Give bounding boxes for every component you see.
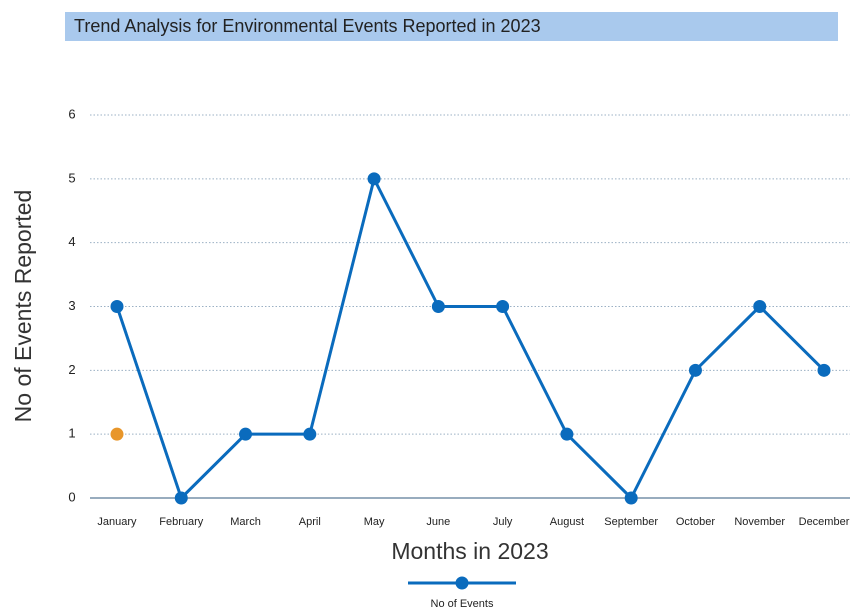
data-point	[753, 300, 767, 313]
data-point	[110, 427, 124, 441]
y-axis-label: No of Events Reported	[10, 190, 36, 423]
x-tick-label: January	[97, 516, 137, 528]
x-tick-label: May	[364, 516, 385, 528]
series-line	[115, 177, 826, 500]
data-point	[624, 491, 638, 505]
data-point	[303, 427, 317, 441]
x-tick-label: June	[426, 516, 450, 528]
x-tick-label: October	[676, 516, 715, 528]
title-bar	[65, 12, 838, 41]
x-tick-label: November	[734, 516, 785, 528]
y-tick-label: 6	[68, 106, 75, 121]
y-tick-label: 1	[68, 426, 75, 441]
chart-title: Trend Analysis for Environmental Events …	[74, 16, 541, 36]
data-point	[367, 172, 381, 186]
x-tick-label: February	[159, 516, 204, 528]
data-point	[817, 363, 831, 377]
x-tick-label: September	[604, 516, 658, 528]
x-tick-label: July	[493, 516, 513, 528]
data-point	[496, 300, 510, 313]
data-point	[560, 427, 574, 441]
x-tick-label: March	[230, 516, 261, 528]
legend-marker	[455, 576, 469, 590]
data-point	[239, 427, 253, 441]
data-point	[431, 300, 445, 313]
x-tick-label: August	[550, 516, 584, 528]
y-tick-label: 3	[68, 298, 75, 313]
x-axis-label: Months in 2023	[391, 538, 548, 564]
x-tick-label: December	[799, 516, 850, 528]
x-tick-label: April	[299, 516, 321, 528]
data-point	[174, 491, 188, 505]
y-tick-label: 0	[68, 489, 75, 504]
y-tick-label: 4	[68, 234, 75, 249]
legend-label: No of Events	[431, 598, 494, 610]
data-point	[110, 300, 124, 313]
y-tick-label: 5	[68, 170, 75, 185]
data-point	[688, 363, 702, 377]
y-tick-label: 2	[68, 362, 75, 377]
